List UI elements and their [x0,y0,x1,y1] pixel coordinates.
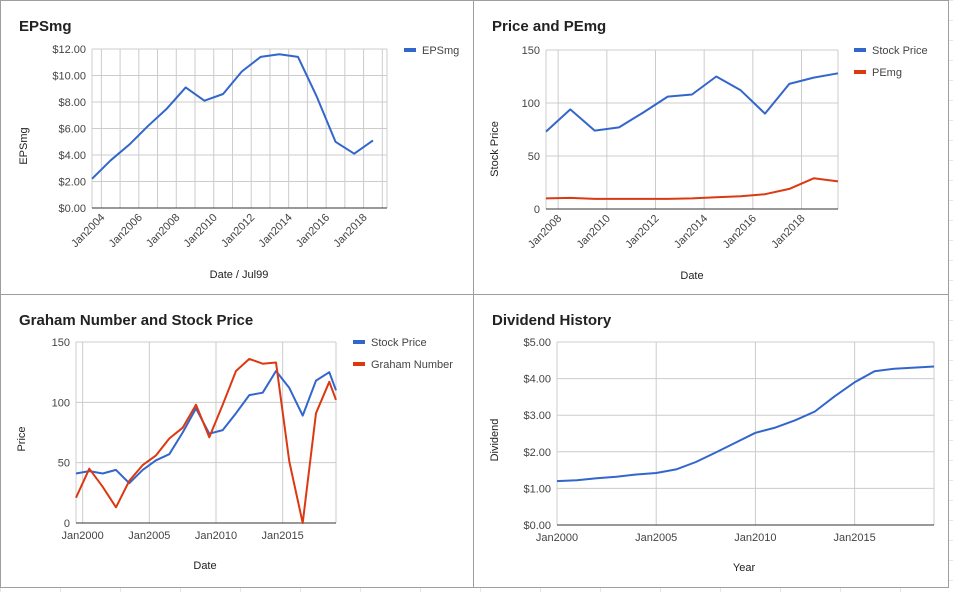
chart-title: Dividend History [492,312,612,329]
x-tick-label: Jan2005 [128,530,170,542]
dividend-chart: Dividend History $5.00 $4.00 $3.00 $2.00 $1.0… [489,312,935,574]
y-axis-label: Dividend [489,419,501,462]
y-tick-label: 50 [528,151,540,163]
y-tick-label: 0 [64,518,70,530]
y-tick-label: 50 [58,458,70,470]
y-tick-label: 100 [52,397,70,409]
legend-label: Stock Price [371,337,427,349]
x-tick-label: Jan2010 [575,213,613,251]
y-tick-label: 150 [52,337,70,349]
legend-swatch [404,48,416,52]
x-tick-label: Jan2014 [672,213,710,251]
legend-label: Stock Price [872,45,928,57]
x-tick-label: Jan2010 [195,530,237,542]
y-axis-label: Stock Price [489,121,501,177]
series-line-stock-price [75,370,337,485]
x-axis-label: Year [733,562,756,574]
y-tick-label: $3.00 [523,410,551,422]
y-tick-label: $0.00 [58,203,86,215]
x-tick-label: Jan2008 [526,213,564,251]
legend-swatch [854,70,866,74]
legend-label: PEmg [872,67,902,79]
y-tick-label: $8.00 [58,97,86,109]
eps-chart-panel: EPSmg $12.00 $10.00 $8.00 $6.00 $4.00 $2.00 $0.… [0,0,474,295]
x-tick-label: Jan2004 [69,212,107,250]
legend-swatch [353,340,365,344]
x-tick-label: Jan2014 [256,212,294,250]
x-axis-label: Date [193,560,216,572]
x-axis-label: Date [680,270,703,282]
y-tick-label: $0.00 [523,520,551,532]
y-tick-label: 0 [534,204,540,216]
legend-label: Graham Number [371,359,453,371]
legend-label: EPSmg [422,45,459,57]
y-tick-label: $2.00 [58,177,86,189]
series-line-epsmg [91,53,374,180]
x-tick-label: Jan2016 [294,212,332,250]
x-tick-label: Jan2010 [734,532,776,544]
x-tick-label: Jan2005 [635,532,677,544]
chart-title: Price and PEmg [492,18,606,35]
eps-chart: EPSmg $12.00 $10.00 $8.00 $6.00 $4.00 $2.00 $0.… [18,18,459,281]
x-tick-label: Jan2012 [623,213,661,251]
y-tick-label: 150 [522,45,540,57]
y-tick-label: $12.00 [52,44,86,56]
y-tick-label: $10.00 [52,71,86,83]
x-tick-label: Jan2012 [219,212,257,250]
y-tick-label: $4.00 [523,374,551,386]
x-tick-label: Jan2018 [331,212,369,250]
x-tick-label: Jan2015 [834,532,876,544]
y-tick-label: 100 [522,98,540,110]
y-tick-label: $1.00 [523,483,551,495]
chart-title: Graham Number and Stock Price [19,312,253,329]
chart-title: EPSmg [19,18,72,35]
y-tick-label: $5.00 [523,337,551,349]
y-tick-label: $4.00 [58,150,86,162]
x-tick-label: Jan2016 [721,213,759,251]
y-tick-label: $2.00 [523,447,551,459]
graham-chart-panel: Graham Number and Stock Price 150 100 50 0 Ja… [0,294,474,588]
x-tick-label: Jan2000 [62,530,104,542]
x-axis-label: Date / Jul99 [210,269,269,281]
x-tick-label: Jan2008 [144,212,182,250]
x-tick-label: Jan2010 [182,212,220,250]
x-tick-label: Jan2018 [769,213,807,251]
legend-swatch [353,362,365,366]
dividend-chart-panel: Dividend History $5.00 $4.00 $3.00 $2.00 $1.0… [473,294,949,588]
series-line-graham-number [75,357,337,524]
series-line-pemg [545,177,839,200]
x-tick-label: Jan2000 [536,532,578,544]
x-tick-label: Jan2015 [262,530,304,542]
series-line-0 [556,365,935,483]
legend-swatch [854,48,866,52]
x-tick-label: Jan2006 [107,212,145,250]
graham-chart: Graham Number and Stock Price150100500Ja… [16,312,453,572]
y-axis-label: Price [16,426,28,451]
price-pe-chart-panel: Price and PEmg 150 100 50 0 Jan2008 Jan2010 Jan… [473,0,949,295]
y-tick-label: $6.00 [58,124,86,136]
series-line-stock-price [545,72,839,133]
y-axis-label: EPSmg [18,127,30,164]
